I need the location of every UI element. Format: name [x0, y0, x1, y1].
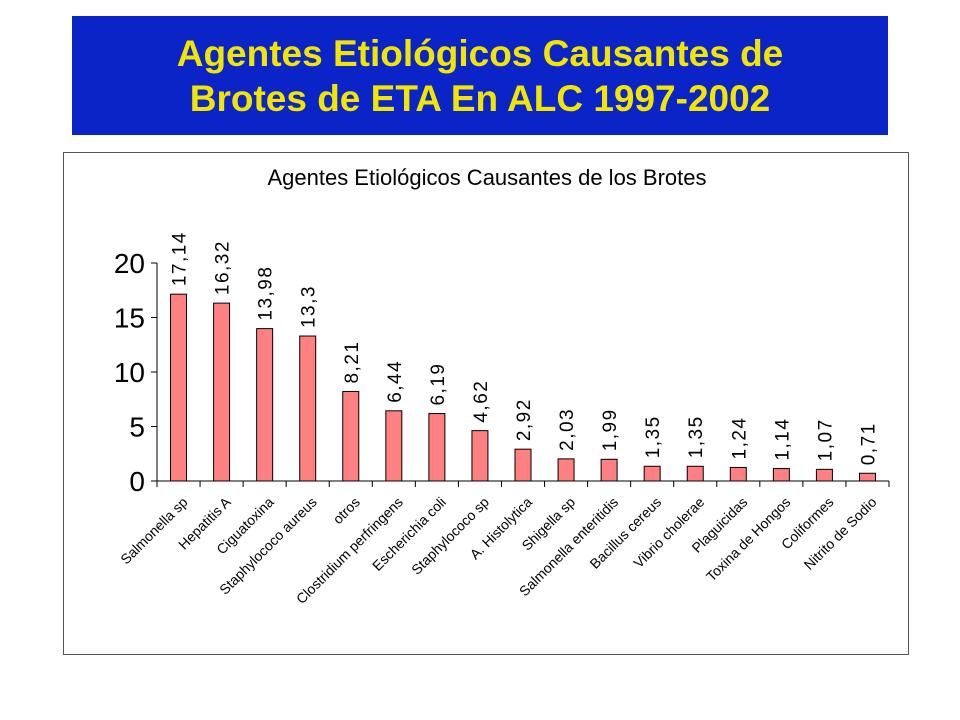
- bar: [643, 465, 661, 482]
- data-label: 13,3: [299, 285, 320, 328]
- data-label: 4,62: [471, 380, 492, 423]
- bar: [772, 468, 790, 482]
- data-label: 6,19: [428, 363, 449, 406]
- bar-chart: Agentes Etiológicos Causantes de los Bro…: [114, 165, 890, 607]
- data-label: 17,14: [170, 231, 191, 286]
- data-label: 1,07: [815, 418, 836, 461]
- data-label: 1,99: [600, 408, 621, 451]
- bar: [815, 468, 833, 482]
- data-label: 8,21: [342, 341, 363, 384]
- data-label: 1,35: [643, 415, 664, 458]
- y-tick-label: 20: [114, 248, 145, 279]
- y-tick-label: 10: [114, 357, 145, 388]
- category-label: Escherichia coli: [369, 494, 449, 574]
- bar: [385, 410, 403, 482]
- bar: [471, 430, 489, 482]
- chart-frame: Agentes Etiológicos Causantes de los Bro…: [63, 152, 909, 655]
- bar: [600, 458, 618, 482]
- data-label: 0,71: [858, 422, 879, 465]
- data-label: 16,32: [213, 240, 234, 295]
- bar: [256, 328, 274, 482]
- bar: [299, 335, 317, 482]
- data-label: 2,92: [514, 398, 535, 441]
- bar: [170, 293, 188, 482]
- data-label: 13,98: [256, 266, 277, 321]
- category-label: Staphylococo sp: [408, 494, 492, 578]
- bar: [686, 465, 704, 482]
- y-tick-label: 0: [129, 466, 145, 497]
- bar: [428, 413, 446, 482]
- category-label: Salmonella sp: [117, 494, 191, 568]
- slide-title-banner: Agentes Etiológicos Causantes de Brotes …: [72, 16, 888, 135]
- slide-title-line-2: Brotes de ETA En ALC 1997-2002: [189, 77, 771, 119]
- bar: [213, 302, 231, 482]
- bar: [342, 391, 360, 482]
- axes: 0 5 10 15 20: [114, 248, 890, 497]
- data-label: 1,14: [772, 418, 793, 461]
- data-label: 2,03: [557, 408, 578, 451]
- category-label: otros: [330, 494, 363, 527]
- bar: [858, 472, 876, 482]
- bar: [729, 466, 747, 482]
- data-label: 1,35: [686, 415, 707, 458]
- bar: [557, 458, 575, 482]
- y-tick-label: 15: [114, 303, 145, 334]
- y-tick-label: 5: [129, 412, 145, 443]
- chart-title: Agentes Etiológicos Causantes de los Bro…: [267, 165, 706, 190]
- slide-title-line-1: Agentes Etiológicos Causantes de: [176, 32, 784, 74]
- data-label: 6,44: [385, 360, 406, 403]
- bar: [514, 448, 532, 482]
- data-label: 1,24: [729, 416, 750, 459]
